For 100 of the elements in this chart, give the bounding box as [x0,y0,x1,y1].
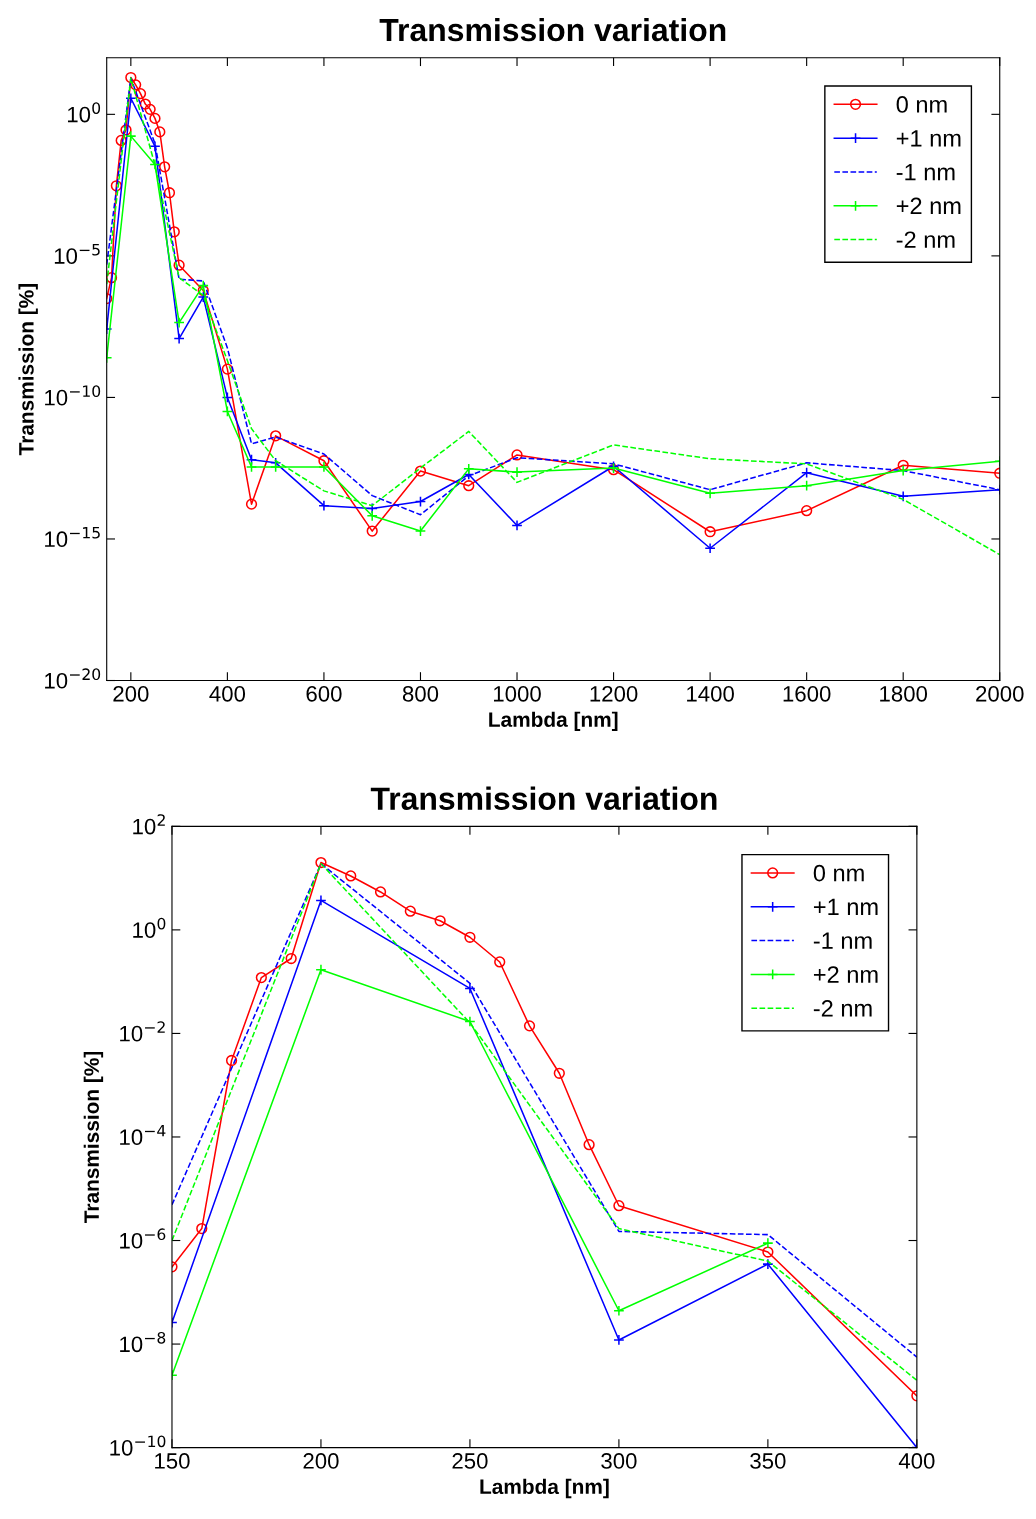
legend-label: 0 nm [896,96,947,113]
legend-label: +1 nm [896,130,961,147]
point [553,1067,565,1079]
x-tick-label: 800 [402,685,439,702]
x-tick-label: 400 [209,685,246,702]
point [318,461,330,473]
point [494,956,506,968]
point [366,525,378,537]
point [125,130,137,142]
point [173,316,185,329]
point [801,467,813,479]
point [464,1015,476,1028]
point [315,964,327,976]
point [374,886,387,898]
legend-label: +2 nm [896,197,961,215]
point [704,542,716,554]
x-tick-label: 600 [306,685,342,702]
point [110,180,122,192]
point [225,1054,238,1067]
y-tick-label: 10$^{−10}$ [45,385,101,406]
point [120,124,132,136]
y-axis-title: Transmission [%] [18,284,38,456]
point [163,187,176,199]
legend-label: -2 nm [813,1000,872,1017]
point [197,279,209,292]
x-tick-label: 2000 [976,685,1024,702]
point [523,1020,536,1032]
point [613,1305,625,1317]
point [255,971,267,984]
point [115,134,127,147]
point [345,870,357,882]
point [404,905,416,917]
point [463,480,475,492]
point [762,1258,774,1270]
point [897,490,909,502]
point [197,291,209,303]
point [245,461,258,473]
point [270,461,282,473]
point [221,391,234,404]
y-tick-label: 10$^{2}$ [133,814,165,835]
point [149,112,161,125]
point [897,464,909,477]
x-tick-label: 200 [113,685,149,702]
point [511,449,523,461]
point [159,161,171,173]
x-tick-label: 1400 [687,685,734,702]
legend-label: +2 nm [813,966,878,983]
point [613,1200,625,1212]
y-tick-label: 10$^{−4}$ [120,1125,166,1146]
point [318,455,330,467]
y-tick-label: 10$^{0}$ [133,917,166,938]
point [221,363,234,375]
y-tick-label: 10$^{−5}$ [54,243,100,264]
x-tick-label: 250 [452,1453,488,1469]
point [463,463,475,475]
point [464,931,476,943]
legend-label: -1 nm [896,164,955,181]
x-tick-label: 400 [898,1453,935,1469]
point [144,103,156,115]
x-tick-label: 1000 [494,685,541,702]
point [801,505,813,517]
point [704,526,716,538]
point [366,510,378,522]
point [434,915,446,927]
point [762,1246,774,1258]
y-tick-label: 10$^{−2}$ [120,1021,165,1042]
x-tick-label: 1800 [880,685,928,702]
point [173,259,185,271]
point [318,500,330,512]
point [583,1139,595,1151]
point [801,480,813,492]
point [221,405,234,418]
point [245,498,258,510]
y-axis-title: Transmission [%] [83,1051,104,1223]
x-tick-label: 350 [750,1453,786,1469]
point [149,158,161,171]
x-tick-label: 1200 [590,685,638,702]
point [154,126,166,138]
y-tick-label: 10$^{−20}$ [45,668,101,689]
y-tick-label: 10$^{−15}$ [45,527,100,548]
point [464,982,476,995]
point [315,856,327,869]
point [270,430,282,442]
point [197,284,209,297]
point [315,894,327,907]
point [511,466,523,478]
point [897,459,909,471]
point [704,487,716,499]
point [134,87,147,100]
point [196,1222,208,1235]
x-tick-label: 300 [601,1453,637,1469]
chart-title: Transmission variation [379,17,726,42]
point [285,952,297,965]
point [414,525,427,537]
point [511,519,523,532]
legend-label: +1 nm [813,898,878,916]
point [762,1237,774,1249]
legend-label: -1 nm [813,932,872,949]
y-tick-label: 10$^{−8}$ [120,1331,166,1353]
legend-label: 0 nm [813,864,864,882]
